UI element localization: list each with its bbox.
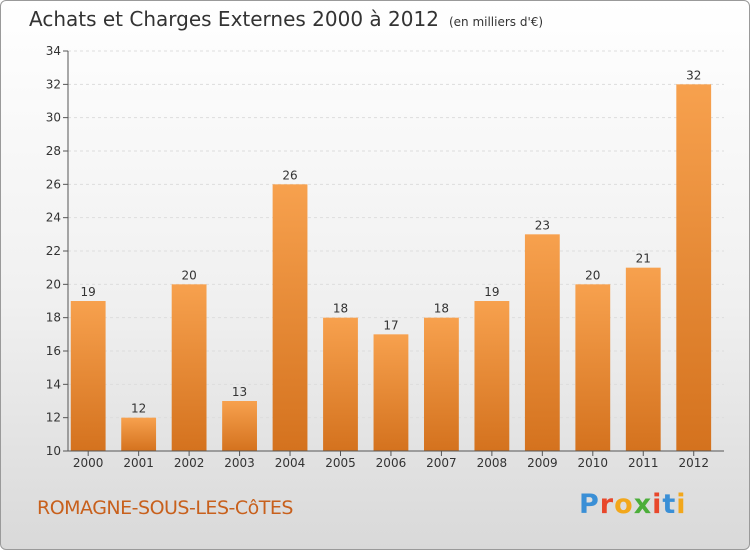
- bar-2008: [474, 301, 510, 451]
- x-tick-label-2001: 2001: [123, 456, 154, 470]
- bar-2003: [222, 401, 257, 451]
- bar-2010: [575, 284, 611, 451]
- y-tick-label: 10: [46, 444, 61, 458]
- x-tick-label-2005: 2005: [325, 456, 356, 470]
- bar-2011: [625, 267, 661, 451]
- y-tick-label: 14: [46, 377, 61, 391]
- axes: 10 12 14 16 18 20 22 24 26 28 30 32 34 2000 2001 2002 20…: [46, 44, 724, 470]
- commune-name: ROMAGNE-SOUS-LES-CôTES: [37, 497, 293, 519]
- bar-2001: [121, 417, 157, 451]
- value-label-2007: 18: [434, 302, 449, 316]
- value-label-2003: 13: [232, 385, 247, 399]
- value-label-2008: 19: [484, 285, 499, 299]
- x-tick-label-2003: 2003: [224, 456, 255, 470]
- value-label-2009: 23: [535, 218, 550, 232]
- bar-2007: [424, 317, 459, 451]
- proxiti-logo: Proxiti: [579, 489, 687, 520]
- chart-title-text: Achats et Charges Externes 2000 à 2012: [29, 7, 439, 31]
- x-tick-label-2007: 2007: [426, 456, 457, 470]
- y-tick-label: 16: [46, 344, 61, 358]
- y-tick-label: 20: [46, 277, 61, 291]
- bar-2000: [70, 301, 106, 451]
- x-tick-label-2009: 2009: [527, 456, 558, 470]
- value-label-2001: 12: [131, 402, 146, 416]
- x-tick-label-2010: 2010: [578, 456, 609, 470]
- x-tick-label-2006: 2006: [376, 456, 407, 470]
- x-tick-label-2011: 2011: [628, 456, 659, 470]
- y-tick-label: 30: [46, 111, 61, 125]
- value-label-2011: 21: [636, 252, 651, 266]
- y-tick-label: 34: [46, 44, 61, 58]
- x-tick-label-2012: 2012: [678, 456, 709, 470]
- bar-chart: 19 12 20 13 26 18 17 18 19 23 20 21 32 10 12 14 16 18 20 2…: [46, 44, 724, 470]
- y-tick-label: 22: [46, 244, 61, 258]
- y-tick-label: 12: [46, 411, 61, 425]
- value-label-2012: 32: [686, 68, 701, 82]
- value-label-2000: 19: [81, 285, 96, 299]
- value-label-2002: 20: [181, 268, 196, 282]
- bar-2006: [373, 334, 409, 451]
- x-tick-label-2002: 2002: [174, 456, 205, 470]
- chart-unit: (en milliers d'€): [448, 15, 544, 29]
- bar-2005: [323, 317, 358, 451]
- y-tick-label: 26: [46, 177, 61, 191]
- y-tick-label: 28: [46, 144, 61, 158]
- value-label-2010: 20: [585, 268, 600, 282]
- y-tick-label: 18: [46, 311, 61, 325]
- chart-title: Achats et Charges Externes 2000 à 2012 (e…: [29, 7, 543, 31]
- x-tick-label-2000: 2000: [73, 456, 104, 470]
- value-label-2006: 17: [383, 318, 398, 332]
- value-label-2005: 18: [333, 302, 348, 316]
- bar-2004: [272, 184, 308, 452]
- x-tick-label-2008: 2008: [477, 456, 508, 470]
- bar-2009: [524, 234, 560, 451]
- bar-2002: [171, 284, 207, 451]
- y-tick-label: 24: [46, 211, 61, 225]
- value-label-2004: 26: [282, 168, 297, 182]
- y-tick-label: 32: [46, 77, 61, 91]
- x-tick-label-2004: 2004: [275, 456, 306, 470]
- bars: 19 12 20 13 26 18 17 18 19 23 20 21 32: [70, 68, 712, 452]
- bar-2012: [676, 84, 712, 451]
